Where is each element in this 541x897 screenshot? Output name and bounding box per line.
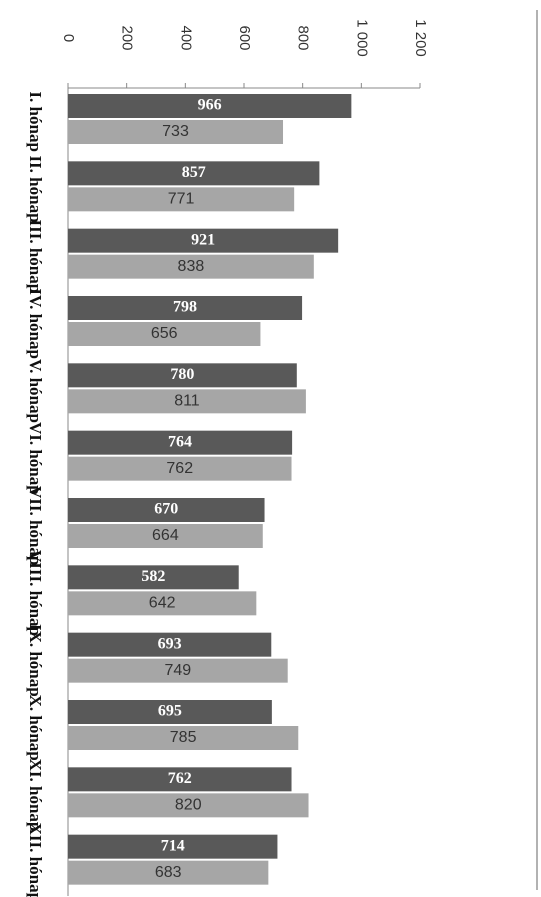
- data-label: 733: [162, 123, 189, 140]
- bar: [68, 228, 339, 253]
- bar: [68, 120, 284, 144]
- x-tick-label: 1 200: [412, 19, 429, 57]
- data-label: 582: [141, 568, 165, 585]
- data-label: 683: [155, 864, 182, 881]
- bar: [68, 834, 278, 859]
- data-label: 771: [168, 191, 195, 208]
- x-tick-label: 800: [295, 25, 312, 50]
- bar: [68, 565, 239, 590]
- data-label: 642: [149, 595, 176, 612]
- x-tick-label: 200: [119, 25, 136, 50]
- data-label: 764: [168, 433, 192, 450]
- data-label: 857: [182, 164, 206, 181]
- bar: [68, 363, 297, 388]
- category-label: VII. hónap: [26, 486, 45, 565]
- category-label: III. hónap: [26, 219, 45, 293]
- data-label: 921: [191, 231, 215, 248]
- data-label: 966: [198, 97, 222, 114]
- data-label: 798: [173, 299, 197, 316]
- bar: [68, 498, 265, 522]
- category-label: X. hónap: [26, 695, 45, 761]
- bar: [68, 591, 257, 616]
- category-label: II. hónap: [26, 155, 45, 222]
- bar: [68, 254, 314, 279]
- bar: [68, 296, 303, 320]
- data-label: 656: [151, 325, 178, 342]
- x-tick-label: 0: [60, 34, 77, 42]
- data-label: 714: [161, 837, 185, 854]
- bar: [68, 161, 320, 186]
- data-label: 695: [158, 703, 182, 720]
- x-tick-label: 400: [177, 25, 194, 50]
- x-tick-label: 600: [236, 25, 253, 50]
- category-label: I. hónap: [26, 91, 45, 151]
- category-label: XI. hónap: [26, 759, 45, 832]
- data-label: 749: [165, 662, 192, 679]
- category-label: VIII. hónap: [26, 550, 45, 636]
- category-label: V. hónap: [26, 359, 45, 423]
- bar: [68, 793, 309, 818]
- category-label: IX. hónap: [26, 624, 45, 697]
- category-label: VI. hónap: [26, 422, 45, 495]
- x-tick-label: 1 000: [353, 19, 370, 57]
- bar: [68, 322, 261, 346]
- bar: [68, 767, 292, 792]
- bar: [68, 632, 272, 657]
- bar: [68, 658, 288, 683]
- data-label: 762: [166, 460, 193, 477]
- bar: [68, 860, 269, 885]
- bar: [68, 700, 272, 724]
- bar: [68, 187, 295, 212]
- bar: [68, 430, 293, 455]
- bar: [68, 456, 292, 481]
- data-label: 838: [178, 258, 205, 275]
- category-label: IV. hónap: [26, 288, 45, 359]
- data-label: 670: [154, 501, 178, 518]
- data-label: 820: [175, 797, 202, 814]
- bar: [68, 524, 263, 548]
- data-label: 762: [168, 770, 192, 787]
- data-label: 785: [170, 729, 197, 746]
- bar: [68, 726, 299, 750]
- data-label: 780: [170, 366, 194, 383]
- data-label: 811: [174, 393, 200, 410]
- bar: [68, 389, 306, 414]
- category-label: XII. hónap: [26, 823, 45, 897]
- data-label: 693: [158, 635, 182, 652]
- bar: [68, 94, 352, 118]
- data-label: 664: [152, 527, 179, 544]
